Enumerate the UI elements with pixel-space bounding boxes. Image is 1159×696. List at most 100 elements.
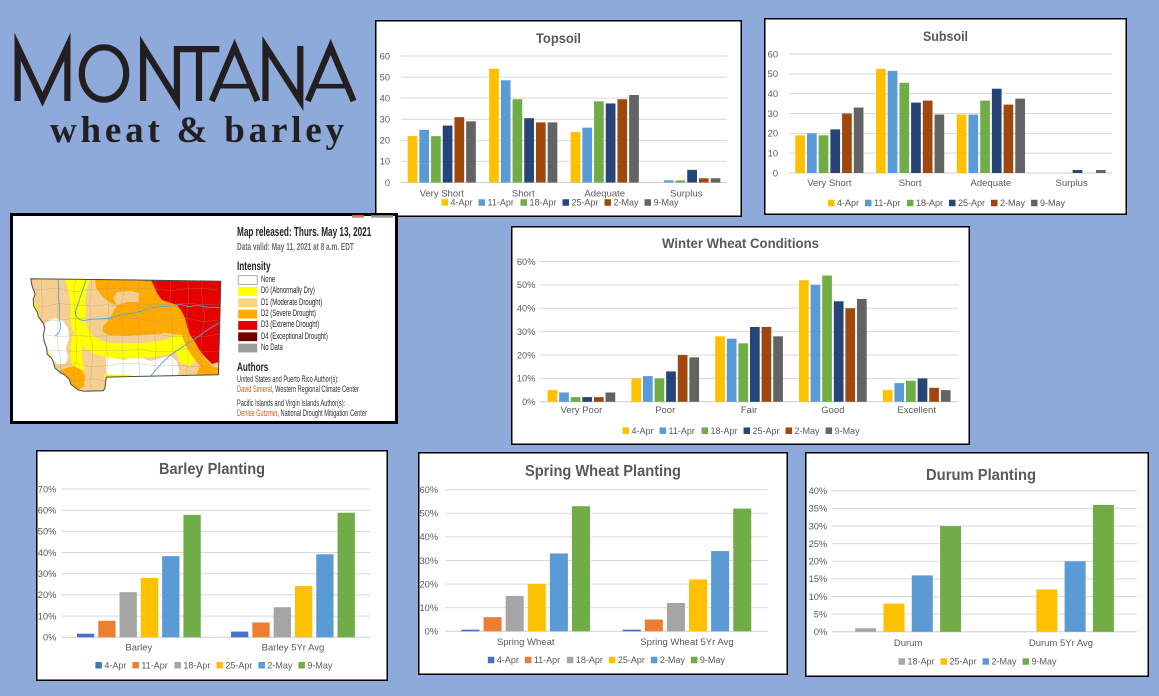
svg-text:30%: 30% — [38, 569, 57, 579]
svg-text:0%: 0% — [814, 627, 827, 637]
svg-text:Excellent: Excellent — [897, 405, 936, 416]
svg-text:0: 0 — [385, 178, 390, 188]
svg-text:2-May: 2-May — [614, 198, 640, 208]
svg-text:Durum Planting: Durum Planting — [926, 467, 1036, 484]
svg-text:9-May: 9-May — [835, 426, 861, 436]
svg-text:0%: 0% — [425, 627, 438, 637]
svg-text:Subsoil: Subsoil — [923, 29, 968, 44]
svg-text:30%: 30% — [517, 327, 536, 337]
svg-text:Winter Wheat Conditions: Winter Wheat Conditions — [662, 236, 819, 251]
svg-text:40%: 40% — [809, 486, 828, 496]
svg-text:20%: 20% — [419, 579, 438, 589]
svg-text:30: 30 — [768, 109, 778, 119]
svg-text:4-Apr: 4-Apr — [497, 655, 519, 665]
svg-text:Short: Short — [899, 178, 922, 189]
svg-text:0: 0 — [773, 168, 778, 178]
svg-text:10%: 10% — [38, 611, 57, 621]
svg-text:Good: Good — [821, 405, 844, 416]
svg-text:20%: 20% — [38, 590, 57, 600]
svg-text:50: 50 — [768, 69, 778, 79]
svg-text:4-Apr: 4-Apr — [450, 198, 472, 208]
svg-text:70%: 70% — [38, 484, 57, 494]
svg-text:9-May: 9-May — [1040, 198, 1066, 208]
svg-text:Short: Short — [512, 188, 535, 199]
svg-text:0%: 0% — [43, 633, 56, 643]
svg-text:25-Apr: 25-Apr — [950, 657, 977, 667]
svg-text:wheat & barley: wheat & barley — [50, 110, 345, 151]
svg-text:25-Apr: 25-Apr — [618, 655, 645, 665]
svg-text:11-Apr: 11-Apr — [487, 198, 513, 208]
svg-text:10: 10 — [380, 157, 390, 167]
svg-text:2-May: 2-May — [267, 660, 293, 670]
svg-text:15%: 15% — [809, 574, 828, 584]
svg-text:9-May: 9-May — [1032, 657, 1058, 667]
svg-text:40: 40 — [768, 89, 778, 99]
svg-text:9-May: 9-May — [700, 655, 726, 665]
svg-text:Barley Planting: Barley Planting — [159, 461, 265, 478]
svg-text:18-Apr: 18-Apr — [711, 426, 738, 436]
svg-text:Barley: Barley — [125, 642, 152, 653]
svg-text:11-Apr: 11-Apr — [874, 198, 900, 208]
svg-text:25%: 25% — [809, 539, 828, 549]
svg-text:50%: 50% — [517, 280, 536, 290]
svg-text:2-May: 2-May — [795, 426, 821, 436]
svg-text:40%: 40% — [517, 304, 536, 314]
svg-text:60%: 60% — [38, 505, 57, 515]
svg-text:2-May: 2-May — [1000, 198, 1026, 208]
svg-text:25-Apr: 25-Apr — [958, 198, 985, 208]
svg-text:0%: 0% — [522, 397, 535, 407]
svg-text:50%: 50% — [419, 509, 438, 519]
svg-text:Spring Wheat 5Yr Avg: Spring Wheat 5Yr Avg — [640, 637, 733, 648]
svg-text:60: 60 — [768, 49, 778, 59]
svg-text:Very Short: Very Short — [420, 188, 465, 199]
svg-text:40: 40 — [380, 93, 390, 103]
svg-text:4-Apr: 4-Apr — [632, 426, 654, 436]
svg-text:Very Short: Very Short — [807, 178, 852, 189]
svg-text:2-May: 2-May — [660, 655, 686, 665]
svg-text:10: 10 — [768, 148, 778, 158]
svg-text:Spring Wheat: Spring Wheat — [497, 637, 555, 648]
svg-text:18-Apr: 18-Apr — [183, 660, 210, 670]
svg-text:18-Apr: 18-Apr — [908, 657, 935, 667]
svg-text:10%: 10% — [809, 592, 828, 602]
svg-text:9-May: 9-May — [307, 660, 333, 670]
svg-text:20%: 20% — [809, 557, 828, 567]
svg-text:18-Apr: 18-Apr — [576, 655, 603, 665]
svg-text:Spring Wheat Planting: Spring Wheat Planting — [525, 463, 681, 480]
svg-text:10%: 10% — [517, 374, 536, 384]
svg-text:60%: 60% — [517, 257, 536, 267]
svg-text:Barley 5Yr Avg: Barley 5Yr Avg — [262, 642, 325, 653]
svg-text:18-Apr: 18-Apr — [530, 198, 557, 208]
svg-text:9-May: 9-May — [654, 198, 680, 208]
svg-text:Durum 5Yr Avg: Durum 5Yr Avg — [1029, 638, 1093, 649]
svg-text:4-Apr: 4-Apr — [837, 198, 859, 208]
svg-text:60: 60 — [380, 51, 390, 61]
svg-text:Durum: Durum — [894, 638, 923, 649]
svg-text:25-Apr: 25-Apr — [225, 660, 252, 670]
svg-text:Surplus: Surplus — [670, 188, 702, 199]
svg-text:Fair: Fair — [741, 405, 757, 416]
svg-text:Poor: Poor — [655, 405, 675, 416]
svg-text:20: 20 — [768, 129, 778, 139]
svg-text:2-May: 2-May — [992, 657, 1018, 667]
svg-text:35%: 35% — [809, 504, 828, 514]
svg-text:Very Poor: Very Poor — [561, 405, 603, 416]
svg-text:4-Apr: 4-Apr — [104, 660, 126, 670]
svg-text:20: 20 — [380, 136, 390, 146]
svg-text:11-Apr: 11-Apr — [534, 655, 560, 665]
svg-text:20%: 20% — [517, 350, 536, 360]
svg-text:Adequate: Adequate — [971, 178, 1012, 189]
svg-text:Surplus: Surplus — [1056, 178, 1088, 189]
svg-text:Topsoil: Topsoil — [536, 31, 581, 46]
svg-text:30: 30 — [380, 115, 390, 125]
svg-text:18-Apr: 18-Apr — [916, 198, 943, 208]
svg-text:25-Apr: 25-Apr — [572, 198, 599, 208]
svg-text:11-Apr: 11-Apr — [669, 426, 695, 436]
svg-text:50: 50 — [380, 72, 390, 82]
svg-text:25-Apr: 25-Apr — [753, 426, 780, 436]
svg-text:Adequate: Adequate — [584, 188, 625, 199]
svg-text:30%: 30% — [419, 556, 438, 566]
svg-text:5%: 5% — [814, 609, 827, 619]
svg-text:60%: 60% — [419, 485, 438, 495]
svg-text:11-Apr: 11-Apr — [141, 660, 167, 670]
